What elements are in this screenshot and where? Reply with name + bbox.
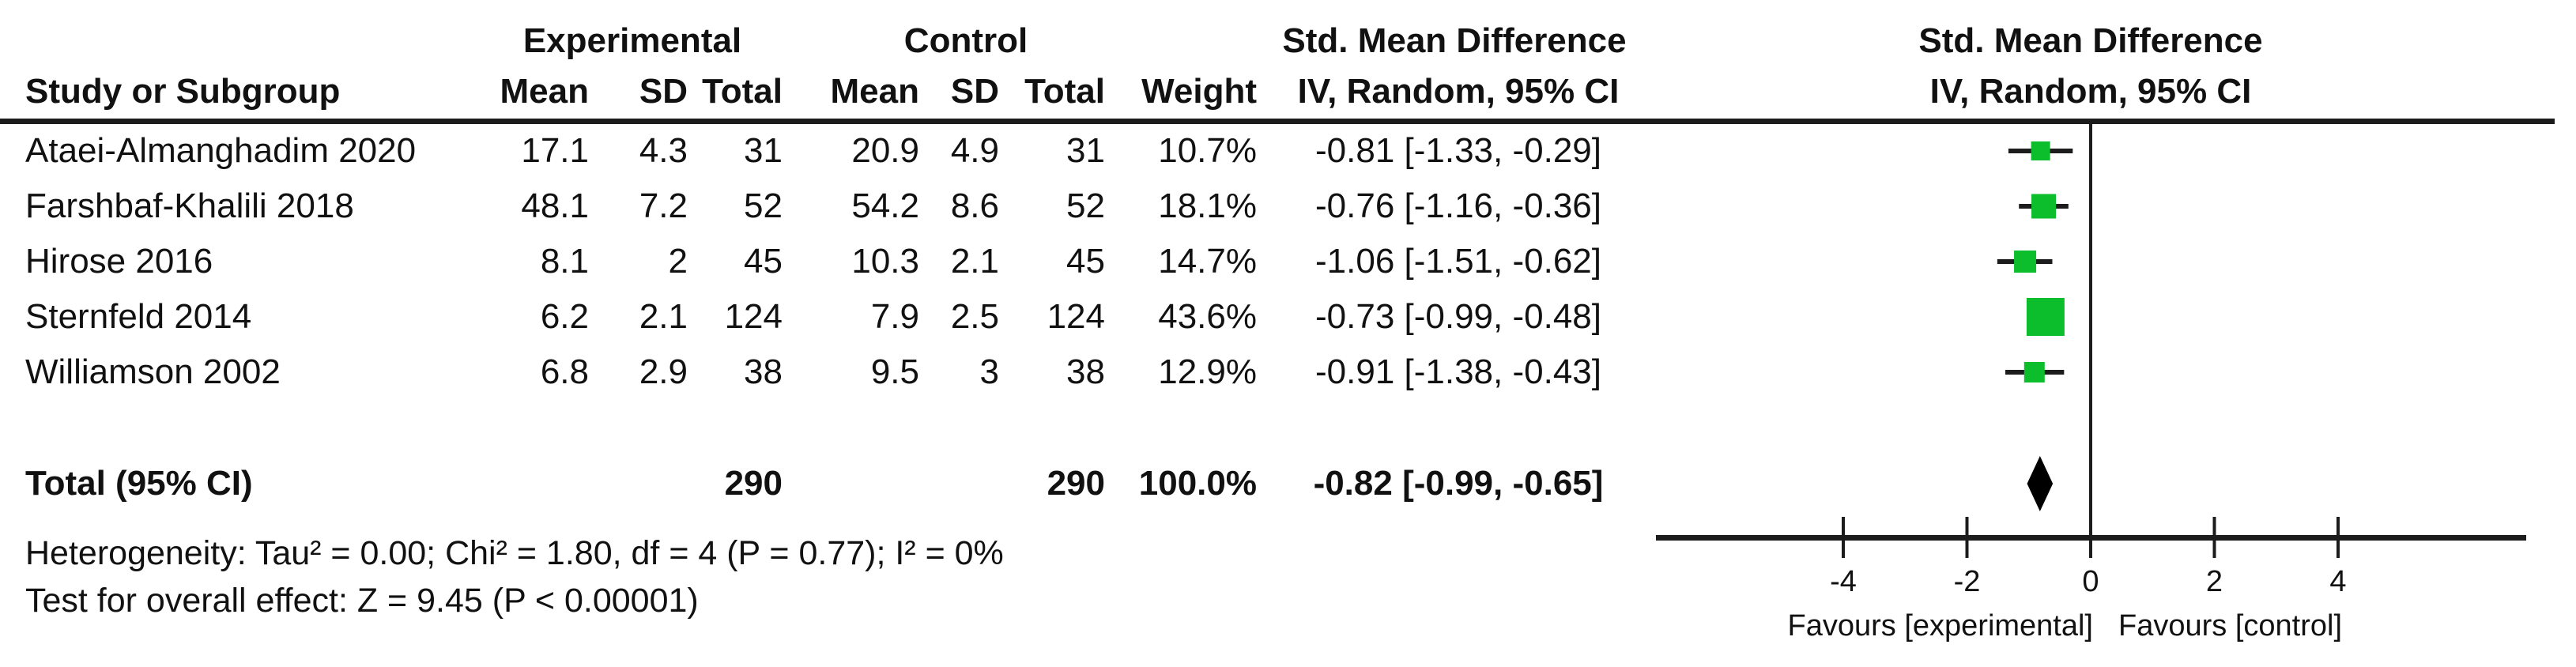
weight-cell: 100.0% xyxy=(1138,464,1257,503)
axis-tick-label: 2 xyxy=(2206,565,2223,598)
exp-sd-cell: 7.2 xyxy=(639,187,688,225)
study-row: Ataei-Almanghadim 2020 17.1 4.3 31 20.9 4.9 31… xyxy=(0,123,2576,179)
ci-text-cell: -1.06 [-1.51, -0.62] xyxy=(1315,242,1601,281)
weight-cell: 43.6% xyxy=(1158,297,1257,336)
axis-tick-label: 4 xyxy=(2329,565,2346,598)
favours-right-label: Favours [control] xyxy=(2118,609,2342,643)
effect-square-marker xyxy=(2031,141,2050,160)
effect-measure-header: Std. Mean Difference xyxy=(1282,21,1627,60)
total-label: Total (95% CI) xyxy=(25,464,253,503)
pooled-effect-diamond xyxy=(2027,456,2054,511)
ctl-sd-cell: 2.1 xyxy=(950,242,999,281)
ci-text-cell: -0.91 [-1.38, -0.43] xyxy=(1315,352,1601,391)
ctl-total-header: Total xyxy=(1024,72,1105,111)
favours-left-label: Favours [experimental] xyxy=(1787,609,2094,643)
control-group-header: Control xyxy=(903,21,1028,60)
axis-tick-label: 0 xyxy=(2082,565,2099,598)
exp-total-cell: 290 xyxy=(724,464,783,503)
ci-text-cell: -0.76 [-1.16, -0.36] xyxy=(1315,187,1601,225)
effect-subtitle-header: IV, Random, 95% CI xyxy=(1297,72,1620,111)
study-name: Williamson 2002 xyxy=(25,352,281,391)
ctl-sd-cell: 2.5 xyxy=(950,297,999,336)
effect-square-marker xyxy=(2026,298,2065,336)
axis-tick-label: -4 xyxy=(1830,565,1857,598)
exp-mean-cell: 6.2 xyxy=(540,297,589,336)
ctl-total-cell: 124 xyxy=(1047,297,1105,336)
study-name: Sternfeld 2014 xyxy=(25,297,252,336)
overall-effect-note: Test for overall effect: Z = 9.45 (P < 0… xyxy=(25,582,699,620)
zero-line xyxy=(2089,124,2092,537)
study-column-header: Study or Subgroup xyxy=(25,72,341,111)
ctl-mean-cell: 7.9 xyxy=(870,297,919,336)
header-rule xyxy=(0,119,2555,124)
ctl-sd-header: SD xyxy=(950,72,999,111)
exp-sd-cell: 2.1 xyxy=(639,297,688,336)
exp-total-cell: 45 xyxy=(744,242,783,281)
exp-sd-cell: 4.3 xyxy=(639,131,688,170)
ctl-mean-cell: 54.2 xyxy=(851,187,919,225)
ci-text-cell: -0.73 [-0.99, -0.48] xyxy=(1315,297,1601,336)
ctl-mean-cell: 9.5 xyxy=(870,352,919,391)
axis-tick xyxy=(2089,517,2092,558)
exp-sd-cell: 2 xyxy=(668,242,688,281)
exp-total-cell: 38 xyxy=(744,352,783,391)
study-name: Hirose 2016 xyxy=(25,242,213,281)
exp-mean-cell: 6.8 xyxy=(540,352,589,391)
axis-tick xyxy=(1842,517,1845,558)
axis-tick xyxy=(2212,517,2216,558)
ctl-total-cell: 290 xyxy=(1047,464,1105,503)
study-row: Williamson 2002 6.8 2.9 38 9.5 3 38 12.9% -0.91 … xyxy=(0,345,2576,400)
ctl-total-cell: 52 xyxy=(1066,187,1105,225)
ctl-sd-cell: 8.6 xyxy=(950,187,999,225)
exp-mean-header: Mean xyxy=(500,72,589,111)
study-name: Farshbaf-Khalili 2018 xyxy=(25,187,354,225)
exp-sd-cell: 2.9 xyxy=(639,352,688,391)
exp-total-header: Total xyxy=(702,72,783,111)
effect-square-marker xyxy=(2023,362,2045,382)
ctl-mean-header: Mean xyxy=(830,72,919,111)
effect-square-marker xyxy=(2031,194,2057,219)
exp-mean-cell: 48.1 xyxy=(521,187,589,225)
weight-cell: 18.1% xyxy=(1158,187,1257,225)
ctl-total-cell: 38 xyxy=(1066,352,1105,391)
exp-mean-cell: 17.1 xyxy=(521,131,589,170)
study-row: Sternfeld 2014 6.2 2.1 124 7.9 2.5 124 43.6% -0.… xyxy=(0,289,2576,345)
exp-total-cell: 124 xyxy=(724,297,783,336)
study-row: Hirose 2016 8.1 2 45 10.3 2.1 45 14.7% -1.06 [-1… xyxy=(0,234,2576,289)
ctl-sd-cell: 3 xyxy=(979,352,999,391)
study-name: Ataei-Almanghadim 2020 xyxy=(25,131,417,170)
study-row: Farshbaf-Khalili 2018 48.1 7.2 52 54.2 8.6 52 1… xyxy=(0,179,2576,234)
axis-tick xyxy=(1965,517,1969,558)
axis-tick-label: -2 xyxy=(1954,565,1981,598)
weight-cell: 14.7% xyxy=(1158,242,1257,281)
weight-header: Weight xyxy=(1141,72,1257,111)
experimental-group-header: Experimental xyxy=(522,21,742,60)
heterogeneity-note: Heterogeneity: Tau² = 0.00; Chi² = 1.80,… xyxy=(25,534,1004,572)
weight-cell: 12.9% xyxy=(1158,352,1257,391)
ctl-mean-cell: 10.3 xyxy=(851,242,919,281)
ctl-sd-cell: 4.9 xyxy=(950,131,999,170)
exp-mean-cell: 8.1 xyxy=(540,242,589,281)
ci-text-cell: -0.82 [-0.99, -0.65] xyxy=(1313,464,1604,503)
total-row: Total (95% CI) 290 290 100.0% -0.82 [-0.99, … xyxy=(0,456,2576,511)
plot-effect-measure-header: Std. Mean Difference xyxy=(1918,21,2263,60)
axis-tick xyxy=(2337,517,2340,558)
plot-subtitle-header: IV, Random, 95% CI xyxy=(1929,72,2252,111)
ctl-mean-cell: 20.9 xyxy=(851,131,919,170)
exp-sd-header: SD xyxy=(639,72,688,111)
ci-text-cell: -0.81 [-1.33, -0.29] xyxy=(1315,131,1601,170)
exp-total-cell: 52 xyxy=(744,187,783,225)
exp-total-cell: 31 xyxy=(744,131,783,170)
weight-cell: 10.7% xyxy=(1158,131,1257,170)
effect-square-marker xyxy=(2014,251,2037,273)
ctl-total-cell: 45 xyxy=(1066,242,1105,281)
ctl-total-cell: 31 xyxy=(1066,131,1105,170)
